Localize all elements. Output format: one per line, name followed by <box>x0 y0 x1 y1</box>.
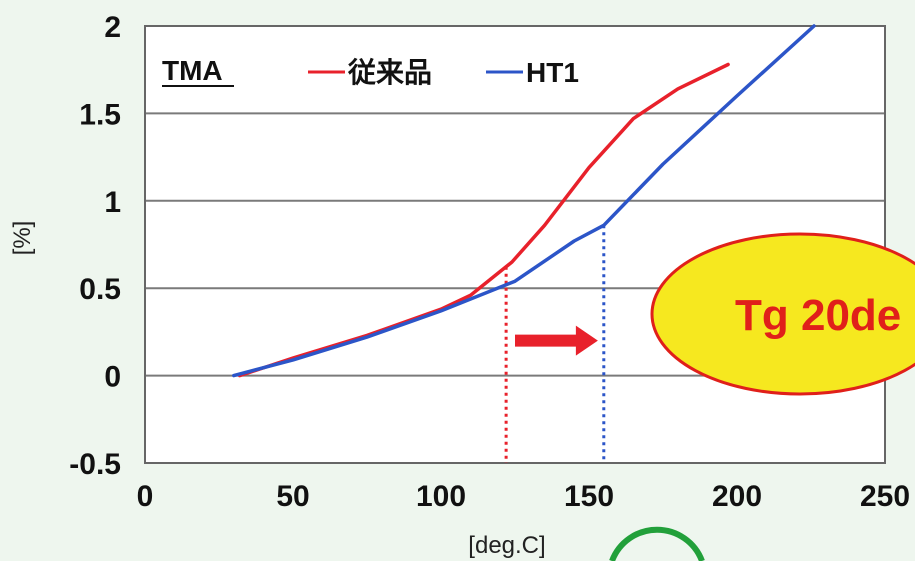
x-tick-label: 200 <box>712 480 762 513</box>
shift-arrow-icon <box>515 325 598 356</box>
y-tick-label: 0.5 <box>79 273 121 306</box>
x-tick-label: 100 <box>416 480 466 513</box>
x-tick-label: 0 <box>137 480 154 513</box>
badge-ellipse <box>650 232 915 396</box>
tg-badge: Tg 20de <box>650 232 915 396</box>
x-tick-label: 250 <box>860 480 910 513</box>
y-tick-label: 2 <box>104 11 121 44</box>
green-circle-fragment <box>609 526 705 561</box>
plot-border <box>144 25 886 464</box>
legend-title: TMA <box>162 55 223 86</box>
y-tick-label: 0 <box>104 361 121 394</box>
marker-lines <box>504 225 606 463</box>
x-axis-title: [deg.C] <box>468 532 545 559</box>
y-tick-label: 1 <box>104 186 121 219</box>
x-tick-label: 50 <box>276 480 309 513</box>
y-tick-label: 1.5 <box>79 98 121 131</box>
badge-text: Tg 20de <box>735 291 901 340</box>
x-tick-label: 150 <box>564 480 614 513</box>
y-axis-title: [%] <box>9 221 36 256</box>
y-tick-label: -0.5 <box>69 448 121 481</box>
series-line-2 <box>232 24 816 378</box>
legend: TMA 従来品 HT1 <box>162 55 579 88</box>
legend-label-series-1: 従来品 <box>347 57 432 88</box>
tick-labels: -0.5 0 0.5 1 1.5 2 0 50 100 150 200 250 <box>69 11 910 513</box>
legend-label-series-2: HT1 <box>526 57 579 88</box>
series-layer <box>232 24 816 378</box>
